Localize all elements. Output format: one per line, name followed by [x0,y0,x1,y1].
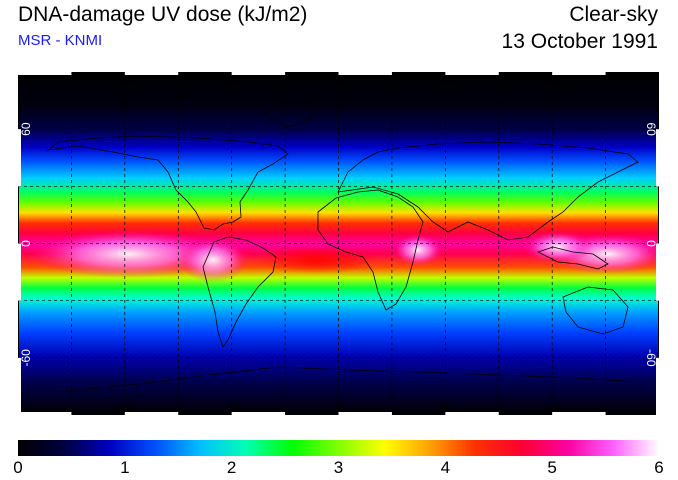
frame-segment [338,72,392,75]
frame-segment [18,72,72,75]
graticule [18,72,659,415]
map-title: DNA-damage UV dose (kJ/m2) [18,3,308,26]
lat-tick-label-left: 60 [19,122,33,136]
frame-segment [18,129,21,187]
date-label: 13 October 1991 [501,30,658,53]
lon-tick-label-bottom: -60 [223,400,241,414]
frame-segment [124,72,179,75]
lon-tick-label-top: -120 [113,73,137,87]
lon-tick-label-top: 120 [542,73,562,87]
lat-tick-label-right: 0 [644,240,658,247]
atlantic-red [258,246,378,274]
africa-max [393,234,443,266]
frame-segment [338,412,392,415]
frame-segment [552,412,606,415]
lon-tick-label-bottom: -120 [113,400,137,414]
frame-segment [445,412,499,415]
lon-tick-label-bottom: 60 [439,400,453,414]
frame-segment [231,412,286,415]
indonesia-max [523,231,593,263]
source-label: MSR - KNMI [18,32,103,49]
frame-segment [231,72,286,75]
frame-segment [656,357,659,415]
frame-segment [656,243,659,301]
frame-segment [552,72,606,75]
coastlines [46,99,639,393]
andes-max [178,238,248,282]
frame-segment [656,129,659,187]
axis-tick-labels: -120 -120 -60 -60 0 0 60 60 120 120 60 60 0 0 -60 -60 [19,73,658,414]
lat-tick-label-left: -60 [19,349,33,367]
frame-segment [18,357,21,415]
uv-dose-map: -120 -120 -60 -60 0 0 60 60 120 120 60 60 0 0 -60 -60 [18,72,668,415]
colorbar-tick-label: 0 [13,458,23,477]
colorbar-tick-label: 5 [547,458,557,477]
colorbar-tick-label: 1 [120,458,130,477]
colorbar-tick-label: 6 [654,458,664,477]
colorbar-tick-label: 3 [333,458,344,477]
lon-tick-label-top: 0 [335,73,342,87]
frame-segment [18,243,21,301]
colorbar-tick-label: 4 [440,458,451,477]
lat-tick-label-right: 60 [644,122,658,136]
colorbar-tick-label: 2 [226,458,237,477]
lon-tick-label-bottom: 120 [542,400,562,414]
lon-tick-label-top: 60 [439,73,453,87]
lon-tick-label-bottom: 0 [335,400,342,414]
lat-tick-label-right: -60 [644,349,658,367]
lat-tick-label-left: 0 [19,240,33,247]
frame-ticks [18,72,659,415]
lon-tick-label-top: -60 [223,73,241,87]
frame-segment [18,412,72,415]
frame-segment [445,72,499,75]
sky-condition-label: Clear-sky [569,3,658,26]
colorbar [18,440,659,456]
frame-segment [124,412,179,415]
